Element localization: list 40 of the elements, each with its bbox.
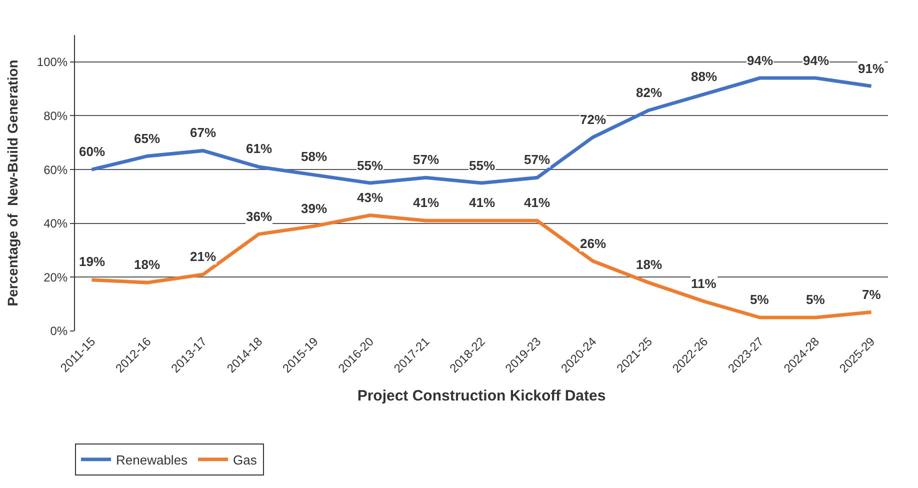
data-label: 60% (79, 144, 106, 159)
data-label: 61% (246, 141, 272, 156)
data-label: 19% (79, 254, 106, 269)
data-label: 11% (691, 276, 717, 291)
data-label: 7% (862, 287, 882, 302)
data-label: 26% (580, 236, 606, 251)
data-label: 94% (747, 53, 774, 68)
y-tick-label: 100% (36, 55, 68, 70)
data-label: 5% (750, 292, 770, 307)
data-label: 82% (636, 85, 662, 100)
data-label: 5% (806, 292, 826, 307)
data-label: 65% (134, 131, 160, 146)
legend-label: Renewables (116, 452, 188, 468)
data-label: 91% (858, 61, 884, 76)
data-label: 41% (469, 195, 496, 210)
data-label: 72% (580, 112, 606, 127)
data-label: 39% (301, 201, 328, 216)
x-axis-title: Project Construction Kickoff Dates (357, 388, 606, 405)
data-label: 55% (357, 158, 384, 173)
data-label: 94% (803, 53, 830, 68)
data-label: 43% (357, 190, 384, 205)
y-tick-label: 0% (50, 324, 68, 338)
data-label: 67% (190, 125, 216, 140)
data-label: 18% (636, 257, 662, 272)
data-label: 88% (691, 69, 718, 84)
y-axis-title: Percentage of New-Build Generation (4, 60, 20, 306)
data-label: 57% (524, 152, 550, 167)
y-tick-label: 40% (44, 216, 68, 231)
data-label: 18% (134, 257, 160, 272)
y-tick-label: 20% (44, 270, 68, 284)
legend-label: Gas (233, 452, 258, 468)
data-label: 41% (413, 195, 440, 210)
data-label: 57% (413, 152, 440, 167)
data-label: 58% (301, 149, 328, 164)
y-tick-label: 80% (44, 108, 68, 123)
data-label: 21% (190, 249, 216, 264)
y-tick-label: 60% (44, 162, 68, 177)
data-label: 36% (246, 209, 272, 224)
data-label: 41% (524, 195, 550, 210)
data-label: 55% (469, 158, 496, 173)
